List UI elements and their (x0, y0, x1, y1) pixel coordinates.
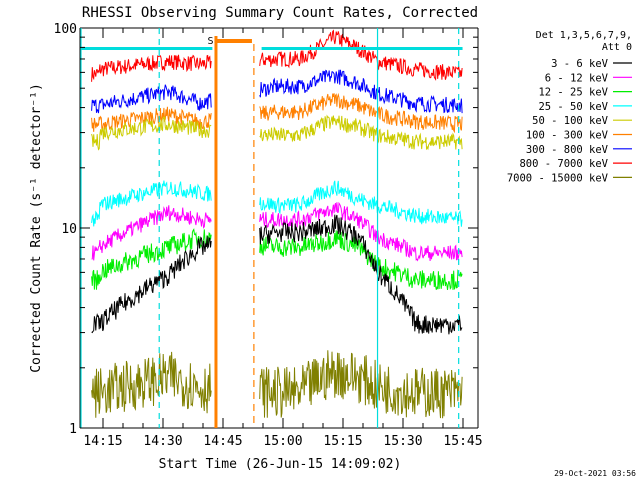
series-line-50-100-a (91, 115, 212, 151)
series-line-25-50-a (91, 180, 212, 227)
legend-label: 25 - 50 keV (538, 101, 608, 113)
coverage-bar-left (81, 47, 213, 50)
x-tick-label: 15:30 (383, 434, 422, 449)
legend-header-line: Att 0 (602, 42, 632, 53)
legend-label: 300 - 800 keV (526, 144, 609, 156)
legend-header-line: Det 1,3,5,6,7,9, (536, 30, 632, 41)
series-line-3-6-a (91, 236, 212, 334)
series-line-7000-15000-a (91, 351, 212, 418)
legend-label: 12 - 25 keV (538, 87, 608, 99)
attenuator-bar-left (214, 36, 218, 428)
series-line-25-50-b (259, 180, 463, 227)
y-axis-ticks: 1 10 100 (54, 22, 478, 437)
series-line-800-7000-a (91, 54, 212, 82)
x-tick-label: 15:45 (443, 434, 482, 449)
series-line-300-800-b (259, 69, 463, 114)
y-axis-label: Corrected Count Rate (s⁻¹ detector⁻¹) (29, 83, 44, 373)
legend-label: 800 - 7000 keV (519, 158, 608, 170)
series-group (91, 29, 463, 419)
x-axis-label: Start Time (26-Jun-15 14:09:02) (159, 457, 402, 472)
chart-title: RHESSI Observing Summary Count Rates, Co… (82, 5, 478, 21)
series-line-12-25-b (259, 230, 463, 291)
x-axis-ticks: 14:15 14:30 14:45 15:00 15:15 15:30 15:45 (83, 28, 483, 449)
series-line-100-300-b (259, 92, 463, 134)
timestamp: 29-Oct-2021 03:56 (554, 469, 636, 478)
coverage-bar-right (261, 47, 463, 50)
y-tick-label: 100 (54, 22, 77, 37)
legend-label: 3 - 6 keV (551, 58, 609, 70)
series-line-6-12-b (259, 201, 463, 262)
series-line-12-25-a (91, 228, 212, 290)
series-line-6-12-a (91, 205, 212, 261)
legend-label: 100 - 300 keV (526, 130, 609, 142)
series-line-3-6-b (259, 214, 463, 335)
x-tick-label: 14:30 (143, 434, 182, 449)
series-line-50-100-b (259, 114, 463, 151)
saa-marker-label: S (208, 36, 214, 47)
series-line-800-7000-b (259, 29, 463, 81)
x-tick-label: 14:45 (203, 434, 242, 449)
legend-label: 6 - 12 keV (545, 72, 609, 84)
legend-label: 50 - 100 keV (532, 115, 609, 127)
x-tick-label: 14:15 (83, 434, 122, 449)
attenuator-bar-top (214, 39, 252, 43)
marker-group: S (80, 28, 463, 428)
x-tick-label: 15:00 (263, 434, 302, 449)
series-line-7000-15000-b (259, 350, 463, 419)
series-line-300-800-a (91, 84, 212, 114)
y-tick-label: 10 (61, 222, 77, 237)
legend-label: 7000 - 15000 keV (507, 172, 609, 184)
legend: Det 1,3,5,6,7,9,Att 0 3 - 6 keV 6 - 12 keV… (507, 30, 632, 184)
y-tick-label: 1 (69, 422, 77, 437)
x-tick-label: 15:15 (323, 434, 362, 449)
